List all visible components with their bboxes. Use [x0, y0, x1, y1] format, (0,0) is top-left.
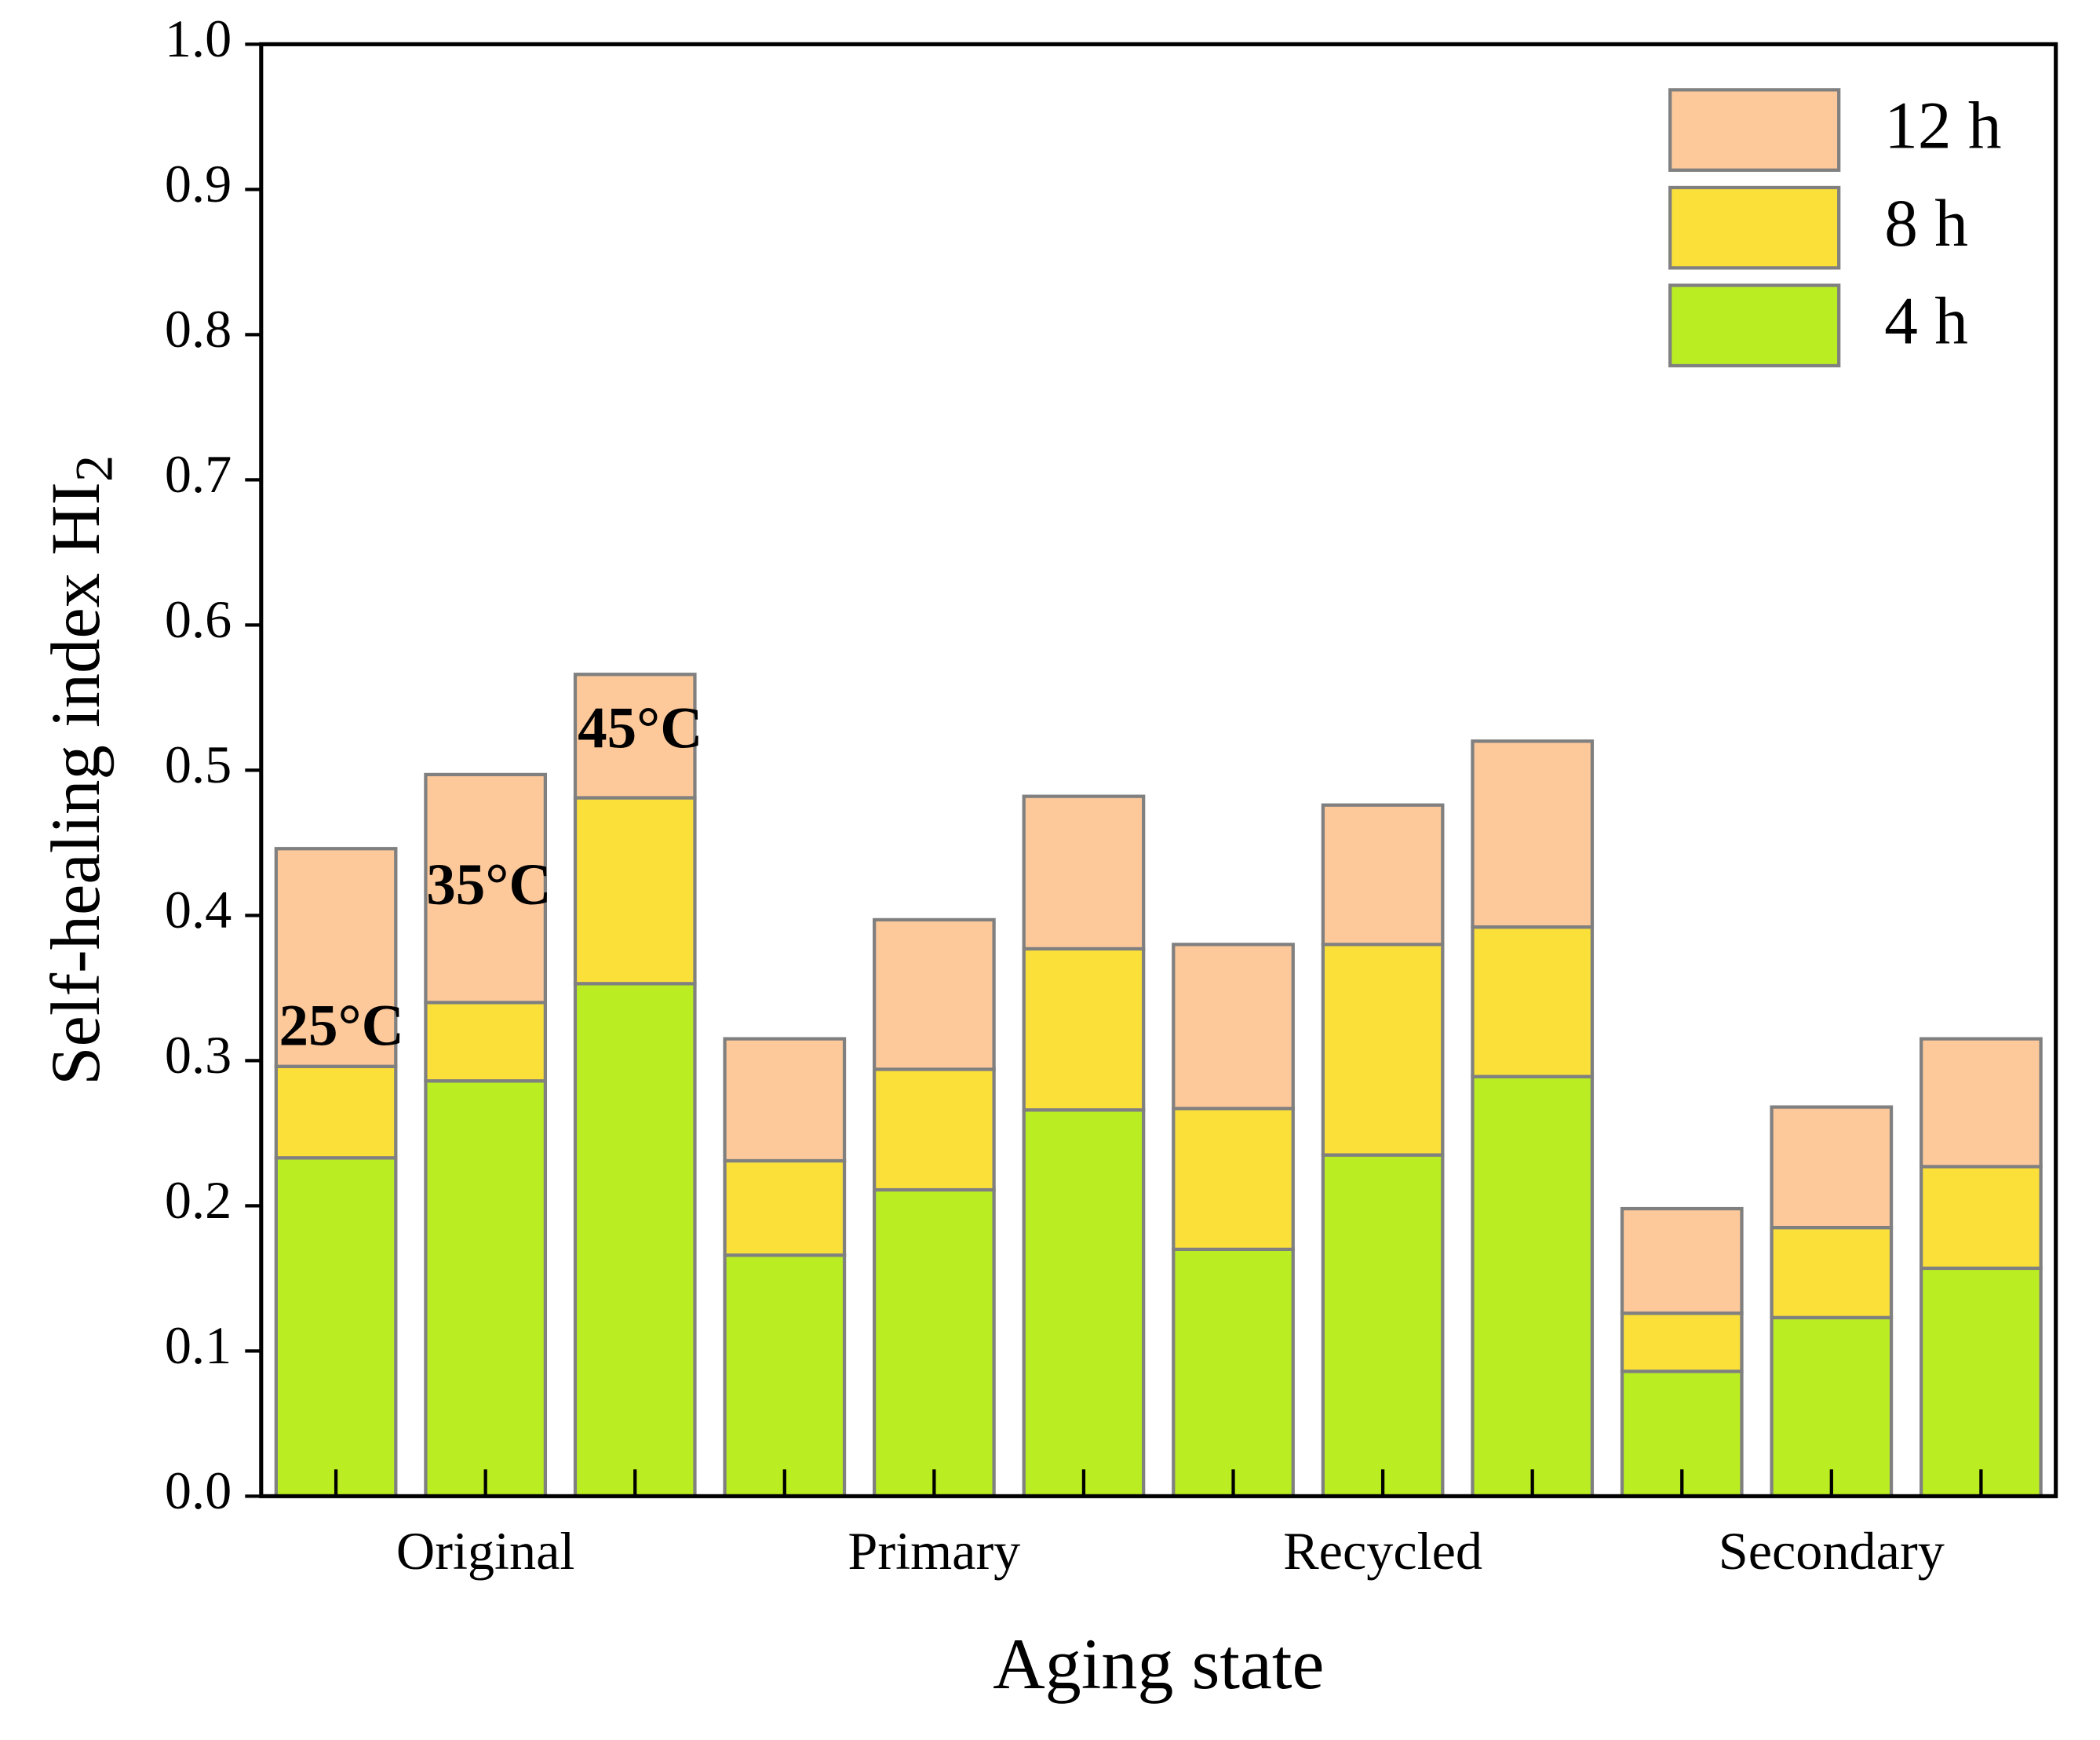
bar-segment — [1321, 803, 1445, 947]
y-tick-label: 0.9 — [165, 154, 232, 213]
legend-swatch — [1668, 283, 1841, 368]
x-tick-label: Primary — [848, 1521, 1020, 1581]
y-axis-title: Self-healing index HI2 — [38, 455, 123, 1085]
y-tick-label: 0.6 — [165, 589, 232, 649]
legend-swatch — [1668, 185, 1841, 270]
bar-segment — [723, 1037, 847, 1163]
bar-segment — [1471, 925, 1595, 1078]
bar-segment — [873, 917, 996, 1071]
legend-label: 12 h — [1884, 89, 2001, 163]
annotation: 25°C — [279, 993, 404, 1058]
bar-segment — [1770, 1225, 1894, 1319]
y-tick-label: 0.4 — [165, 880, 232, 939]
annotation: 45°C — [578, 696, 702, 761]
bar-segment — [1321, 943, 1445, 1157]
annotation: 35°C — [426, 852, 551, 917]
bar-segment — [424, 1079, 548, 1498]
y-tick-label: 0.7 — [165, 444, 232, 504]
legend-swatch — [1668, 88, 1841, 172]
x-tick-label: Secondary — [1719, 1521, 1945, 1581]
bar-segment — [1620, 1311, 1744, 1373]
bar-segment — [1022, 947, 1146, 1112]
bar-segment — [1022, 794, 1146, 951]
y-tick-label: 0.8 — [165, 299, 232, 359]
bar-segment — [1920, 1266, 2043, 1498]
legend-label: 8 h — [1884, 187, 1968, 261]
y-tick-label: 0.5 — [165, 735, 232, 794]
bar-segment — [1172, 1247, 1295, 1498]
bar-segment — [424, 772, 548, 1005]
x-tick-label: Recycled — [1283, 1521, 1482, 1581]
bar-segment — [1920, 1165, 2043, 1271]
bar-segment — [723, 1158, 847, 1257]
bar-segment — [274, 1064, 398, 1160]
bar-segment — [723, 1253, 847, 1498]
y-tick-label: 1.0 — [165, 9, 232, 68]
bar-segment — [274, 1156, 398, 1498]
x-tick-label: Original — [396, 1521, 574, 1581]
y-tick-label: 0.1 — [165, 1315, 232, 1375]
bar-segment — [573, 673, 697, 800]
bar-segment — [573, 982, 697, 1498]
bar-segment — [1471, 739, 1595, 929]
bar-segment — [1770, 1105, 1894, 1230]
bar-segment — [1022, 1108, 1146, 1498]
y-tick-label: 0.2 — [165, 1170, 232, 1230]
bar-segment — [573, 796, 697, 986]
bar-segment — [1172, 943, 1295, 1111]
y-tick-label: 0.3 — [165, 1025, 232, 1085]
bar-segment — [274, 847, 398, 1068]
bar-segment — [1770, 1315, 1894, 1498]
bar-segment — [1620, 1206, 1744, 1315]
bar-segment — [1920, 1037, 2043, 1169]
legend-label: 4 h — [1884, 285, 1968, 359]
bar-segment — [1321, 1153, 1445, 1498]
bar-segment — [873, 1067, 996, 1192]
y-axis-title-subscript: 2 — [64, 455, 123, 482]
y-tick-label: 0.0 — [165, 1461, 232, 1520]
bar-segment — [1471, 1074, 1595, 1498]
bar-segment — [873, 1187, 996, 1498]
bar-segment — [424, 1001, 548, 1083]
y-axis-title-main: Self-healing index HI — [38, 482, 115, 1085]
bar-segment — [1172, 1107, 1295, 1251]
x-axis-title: Aging state — [993, 1624, 1324, 1704]
